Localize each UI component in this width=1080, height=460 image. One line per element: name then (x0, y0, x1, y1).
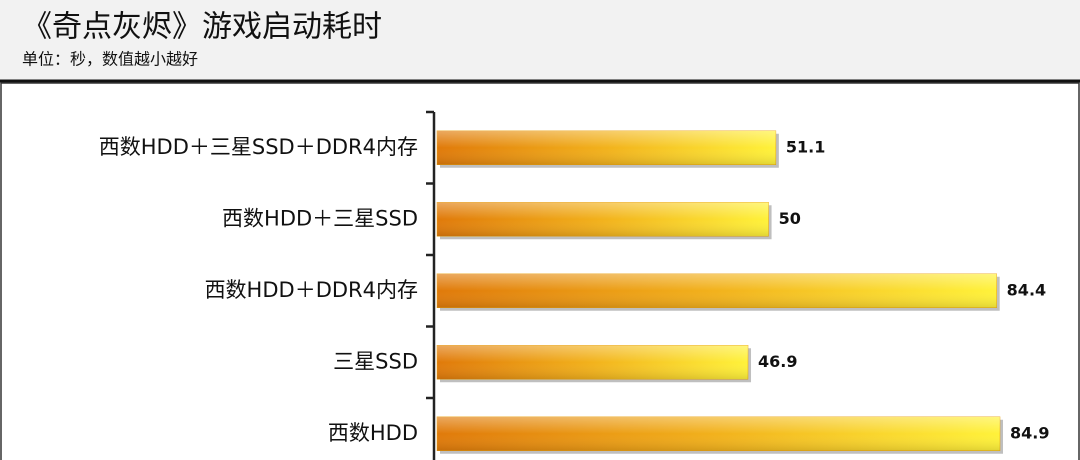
chart-title: 《奇点灰烬》游戏启动耗时 (22, 10, 382, 45)
bar-shine (437, 345, 749, 380)
value-label: 50 (779, 209, 801, 228)
value-label: 51.1 (786, 137, 825, 156)
category-label: 西数HDD (328, 421, 418, 445)
bar-shine (437, 273, 997, 308)
category-label: 西数HDD＋三星SSD＋DDR4内存 (99, 135, 418, 159)
category-label: 三星SSD (333, 349, 418, 373)
bar-shine (437, 130, 776, 165)
bar-shine (437, 202, 769, 237)
category-label: 西数HDD＋三星SSD (222, 206, 418, 230)
chart-subtitle: 单位：秒，数值越小越好 (22, 50, 198, 69)
value-label: 46.9 (758, 352, 797, 371)
value-label: 84.4 (1007, 280, 1046, 299)
header-bg (0, 0, 1080, 80)
bar-shine (437, 416, 1000, 451)
value-label: 84.9 (1010, 423, 1049, 442)
category-label: 西数HDD＋DDR4内存 (205, 278, 418, 302)
